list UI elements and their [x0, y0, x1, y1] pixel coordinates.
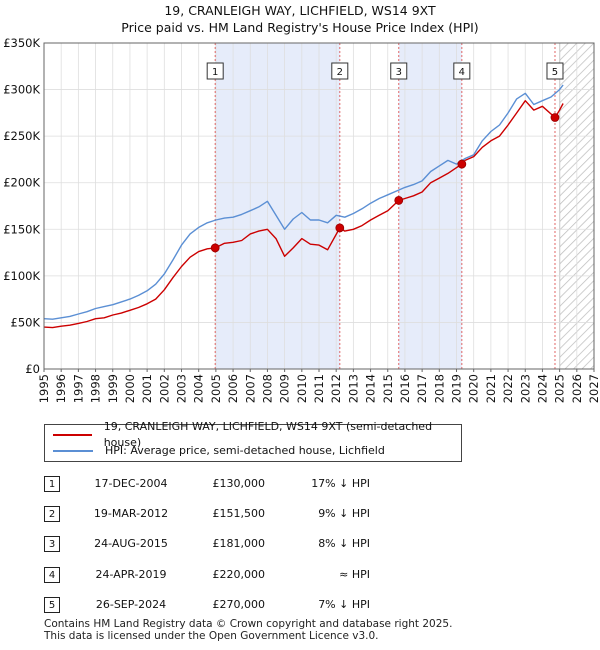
legend-label-property: 19, CRANLEIGH WAY, LICHFIELD, WS14 9XT (… — [103, 420, 433, 449]
y-tick-label: £200K — [3, 176, 40, 190]
y-tick-label: £350K — [3, 36, 40, 50]
x-tick-label: 2024 — [535, 374, 549, 403]
sale-date: 24-AUG-2015 — [94, 537, 168, 550]
sale-date: 17-DEC-2004 — [94, 477, 168, 490]
sale-hpi-relation: 17% ↓ HPI — [311, 477, 370, 490]
sale-period-shade — [398, 43, 462, 369]
sale-label-box — [546, 62, 564, 80]
chart-title: 19, CRANLEIGH WAY, LICHFIELD, WS14 9XT — [164, 3, 436, 18]
x-tick-label: 2012 — [329, 374, 343, 403]
x-tick-label: 2017 — [415, 374, 429, 403]
x-tick-label: 1998 — [89, 374, 103, 403]
sale-label: 2 — [337, 67, 343, 78]
sale-date: 24-APR-2019 — [95, 568, 167, 581]
sale-marker — [394, 196, 404, 205]
sale-hpi-relation: 7% ↓ HPI — [318, 598, 370, 611]
x-tick-label: 2008 — [260, 374, 274, 403]
x-tick-label: 2001 — [140, 374, 154, 403]
x-tick-label: 2003 — [175, 374, 189, 403]
sale-price: £130,000 — [212, 477, 266, 490]
x-tick-label: 2006 — [226, 374, 240, 403]
sale-label-box — [206, 62, 224, 80]
sale-price: £220,000 — [212, 568, 266, 581]
x-tick-label: 2014 — [364, 374, 378, 403]
sale-hpi-relation: 9% ↓ HPI — [318, 507, 370, 520]
sale-number: 4 — [44, 567, 60, 583]
sale-label-box — [331, 62, 349, 80]
sale-date: 26-SEP-2024 — [95, 598, 167, 611]
x-tick-label: 2025 — [553, 374, 567, 403]
sale-row: 5 26-SEP-2024 £270,000 7% ↓ HPI — [40, 597, 460, 613]
y-tick-label: £300K — [3, 83, 40, 97]
sale-number: 2 — [44, 506, 60, 522]
sale-price: £151,500 — [212, 507, 266, 520]
sale-period-shade — [215, 43, 340, 369]
sale-row: 3 24-AUG-2015 £181,000 8% ↓ HPI — [40, 536, 460, 552]
legend-label-hpi: HPI: Average price, semi-detached house,… — [105, 444, 385, 457]
sale-hpi-relation: ≈ HPI — [339, 568, 370, 581]
sale-marker — [210, 243, 220, 253]
sale-row: 1 17-DEC-2004 £130,000 17% ↓ HPI — [40, 476, 460, 492]
hpi-line — [43, 84, 564, 320]
x-tick-label: 2000 — [123, 374, 137, 403]
sale-label: 3 — [396, 67, 402, 78]
x-tick-label: 2013 — [346, 374, 360, 403]
y-tick-label: £0 — [25, 362, 40, 376]
sale-marker — [457, 159, 467, 169]
x-tick-label: 2004 — [192, 374, 206, 403]
x-tick-label: 2021 — [484, 374, 498, 403]
sale-hpi-relation: 8% ↓ HPI — [318, 537, 370, 550]
sale-number: 5 — [44, 597, 60, 613]
footer-line-2: This data is licensed under the Open Gov… — [44, 629, 379, 642]
x-tick-label: 2009 — [278, 374, 292, 403]
footer-note: Contains HM Land Registry data © Crown c… — [44, 618, 453, 642]
x-tick-label: 1997 — [71, 374, 85, 403]
x-tick-label: 1996 — [54, 374, 68, 403]
y-tick-label: £50K — [11, 315, 41, 329]
x-tick-label: 2019 — [450, 374, 464, 403]
sale-label: 5 — [552, 67, 558, 78]
chart-subtitle: Price paid vs. HM Land Registry's House … — [121, 20, 479, 35]
x-tick-label: 2011 — [312, 374, 326, 403]
x-tick-label: 2016 — [398, 374, 412, 403]
sale-label: 1 — [212, 67, 218, 78]
sale-price: £270,000 — [212, 598, 266, 611]
legend-swatch-property — [53, 434, 92, 436]
legend-item-hpi: HPI: Average price, semi-detached house,… — [53, 443, 385, 459]
sale-number: 3 — [44, 536, 60, 552]
x-tick-label: 2023 — [518, 374, 532, 403]
sale-row: 2 19-MAR-2012 £151,500 9% ↓ HPI — [40, 506, 460, 522]
y-tick-label: £150K — [3, 222, 40, 236]
footer-line-1: Contains HM Land Registry data © Crown c… — [44, 618, 453, 630]
price-chart: 1 2 3 4 5 £0 £50K £100K £150K £200K £250K £300K £35… — [3, 36, 600, 403]
sale-number: 1 — [44, 476, 60, 492]
x-tick-label: 2018 — [432, 374, 446, 403]
x-tick-label: 2007 — [243, 374, 257, 403]
chart-legend: 19, CRANLEIGH WAY, LICHFIELD, WS14 9XT (… — [44, 420, 462, 462]
x-tick-label: 2010 — [295, 374, 309, 403]
sale-label-box — [453, 62, 471, 80]
sale-marker — [550, 113, 560, 122]
y-tick-label: £100K — [3, 269, 40, 283]
x-tick-label: 2027 — [587, 374, 600, 403]
chart-title-block: 19, CRANLEIGH WAY, LICHFIELD, WS14 9XT P… — [0, 2, 600, 36]
x-tick-label: 2026 — [570, 374, 584, 403]
sale-label: 4 — [459, 67, 465, 78]
x-tick-label: 2020 — [467, 374, 481, 403]
sale-row: 4 24-APR-2019 £220,000 ≈ HPI — [40, 567, 460, 583]
x-tick-label: 1999 — [106, 374, 120, 403]
property-price-line — [43, 99, 564, 329]
x-tick-label: 2005 — [209, 374, 223, 403]
legend-swatch-hpi — [53, 450, 93, 452]
sale-marker — [335, 223, 345, 233]
x-tick-label: 2022 — [501, 374, 515, 403]
x-tick-label: 2015 — [381, 374, 395, 403]
x-tick-label: 1995 — [37, 374, 51, 403]
sale-price: £181,000 — [212, 537, 266, 550]
sale-date: 19-MAR-2012 — [93, 507, 169, 520]
legend-item-property: 19, CRANLEIGH WAY, LICHFIELD, WS14 9XT (… — [53, 420, 461, 449]
y-tick-label: £250K — [3, 129, 40, 143]
x-tick-label: 2002 — [157, 374, 171, 403]
sale-label-box — [390, 62, 408, 80]
